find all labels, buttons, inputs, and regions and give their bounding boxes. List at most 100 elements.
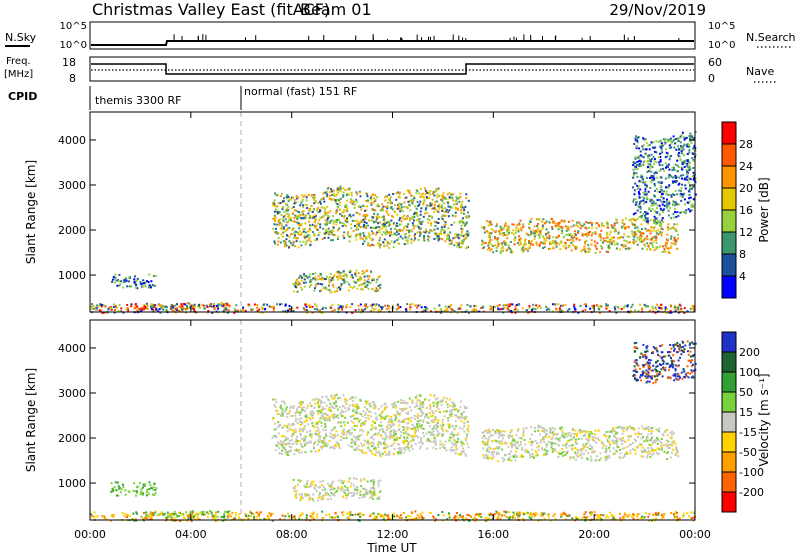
velocity-cell [456, 415, 459, 418]
power-cell [334, 199, 337, 202]
velocity-cell [453, 408, 456, 411]
power-cell [434, 208, 437, 211]
velocity-cell [408, 406, 411, 409]
velocity-cell [399, 452, 402, 455]
power-cell [580, 250, 583, 253]
power-cell [336, 271, 339, 274]
power-cell [585, 303, 588, 306]
power-cell [368, 234, 371, 237]
velocity-cell [422, 420, 425, 423]
velocity-cell [369, 402, 372, 405]
power-cell [420, 306, 423, 309]
power-cell [378, 231, 381, 234]
velocity-cell [422, 403, 425, 406]
power-cell [538, 244, 541, 247]
velocity-cell [278, 452, 281, 454]
power-cell [688, 135, 691, 138]
power-cell [609, 242, 612, 245]
power-cell [379, 286, 382, 289]
velocity-cell [346, 494, 349, 497]
velocity-cell [122, 486, 125, 489]
power-cell [399, 235, 402, 238]
velocity-cell [412, 435, 415, 437]
power-cell [405, 308, 407, 311]
power-cell [379, 310, 382, 312]
velocity-cell [405, 432, 408, 435]
velocity-cell [389, 431, 392, 434]
velocity-cell [324, 492, 327, 495]
power-cell [296, 221, 299, 224]
power-cell [664, 156, 667, 159]
power-cell [687, 178, 690, 181]
power-cell [562, 304, 565, 307]
power-cell [532, 243, 535, 246]
power-cell [608, 247, 611, 250]
power-cell [636, 160, 639, 163]
velocity-cell [206, 511, 209, 514]
velocity-cell [440, 403, 443, 406]
power-cell [457, 244, 460, 246]
velocity-cell [320, 411, 323, 414]
velocity-cell [388, 453, 390, 456]
velocity-cell [324, 426, 327, 429]
power-cell [693, 173, 696, 176]
power-cell [349, 306, 352, 309]
power-cell [589, 221, 592, 224]
power-cell [302, 195, 305, 198]
power-cell [342, 195, 345, 198]
power-cell [328, 232, 331, 235]
power-cell [646, 235, 649, 238]
power-cell [372, 201, 375, 204]
velocity-cell [383, 403, 386, 406]
power-cell [384, 304, 387, 307]
power-cell [613, 222, 616, 225]
power-cell [166, 305, 168, 308]
power-cell [561, 229, 564, 232]
power-cell [647, 159, 650, 162]
power-cell [296, 283, 298, 286]
power-cell [286, 228, 289, 231]
power-cell [678, 151, 681, 154]
power-cell [641, 177, 644, 180]
velocity-cell [302, 406, 305, 409]
power-cell [668, 173, 670, 176]
power-cell [158, 303, 161, 306]
power-cell [359, 235, 362, 238]
power-cell [632, 213, 635, 216]
power-cell [525, 309, 528, 312]
power-cell [673, 306, 676, 309]
velocity-cell [406, 426, 409, 429]
velocity-cell [281, 442, 284, 445]
power-cell [551, 239, 554, 242]
velocity-cell [420, 437, 423, 439]
power-cell [650, 170, 653, 173]
velocity-cell [309, 483, 312, 486]
power-cell [482, 241, 484, 244]
power-cell [433, 211, 436, 214]
power-cell [351, 276, 354, 279]
power-cell [683, 198, 686, 201]
power-cell [448, 197, 451, 200]
power-cell [650, 181, 653, 184]
power-cell [499, 225, 502, 228]
velocity-cell [293, 431, 296, 434]
power-cell [547, 231, 550, 234]
power-cell [454, 211, 457, 214]
power-cell [679, 159, 682, 162]
power-cell [657, 233, 660, 236]
velocity-cell [394, 438, 397, 441]
velocity-cell [395, 417, 398, 420]
power-cell [357, 272, 360, 275]
power-cell [332, 192, 335, 195]
velocity-cell [331, 488, 333, 491]
velocity-cell [380, 411, 383, 414]
velocity-cell [419, 395, 422, 397]
velocity-cell [331, 416, 334, 419]
power-cell [583, 303, 586, 306]
velocity-cell [428, 431, 430, 434]
power-cell [328, 191, 331, 194]
velocity-cell [460, 412, 463, 415]
power-cell [417, 226, 420, 229]
velocity-cell [446, 406, 449, 409]
power-cell [488, 240, 491, 243]
